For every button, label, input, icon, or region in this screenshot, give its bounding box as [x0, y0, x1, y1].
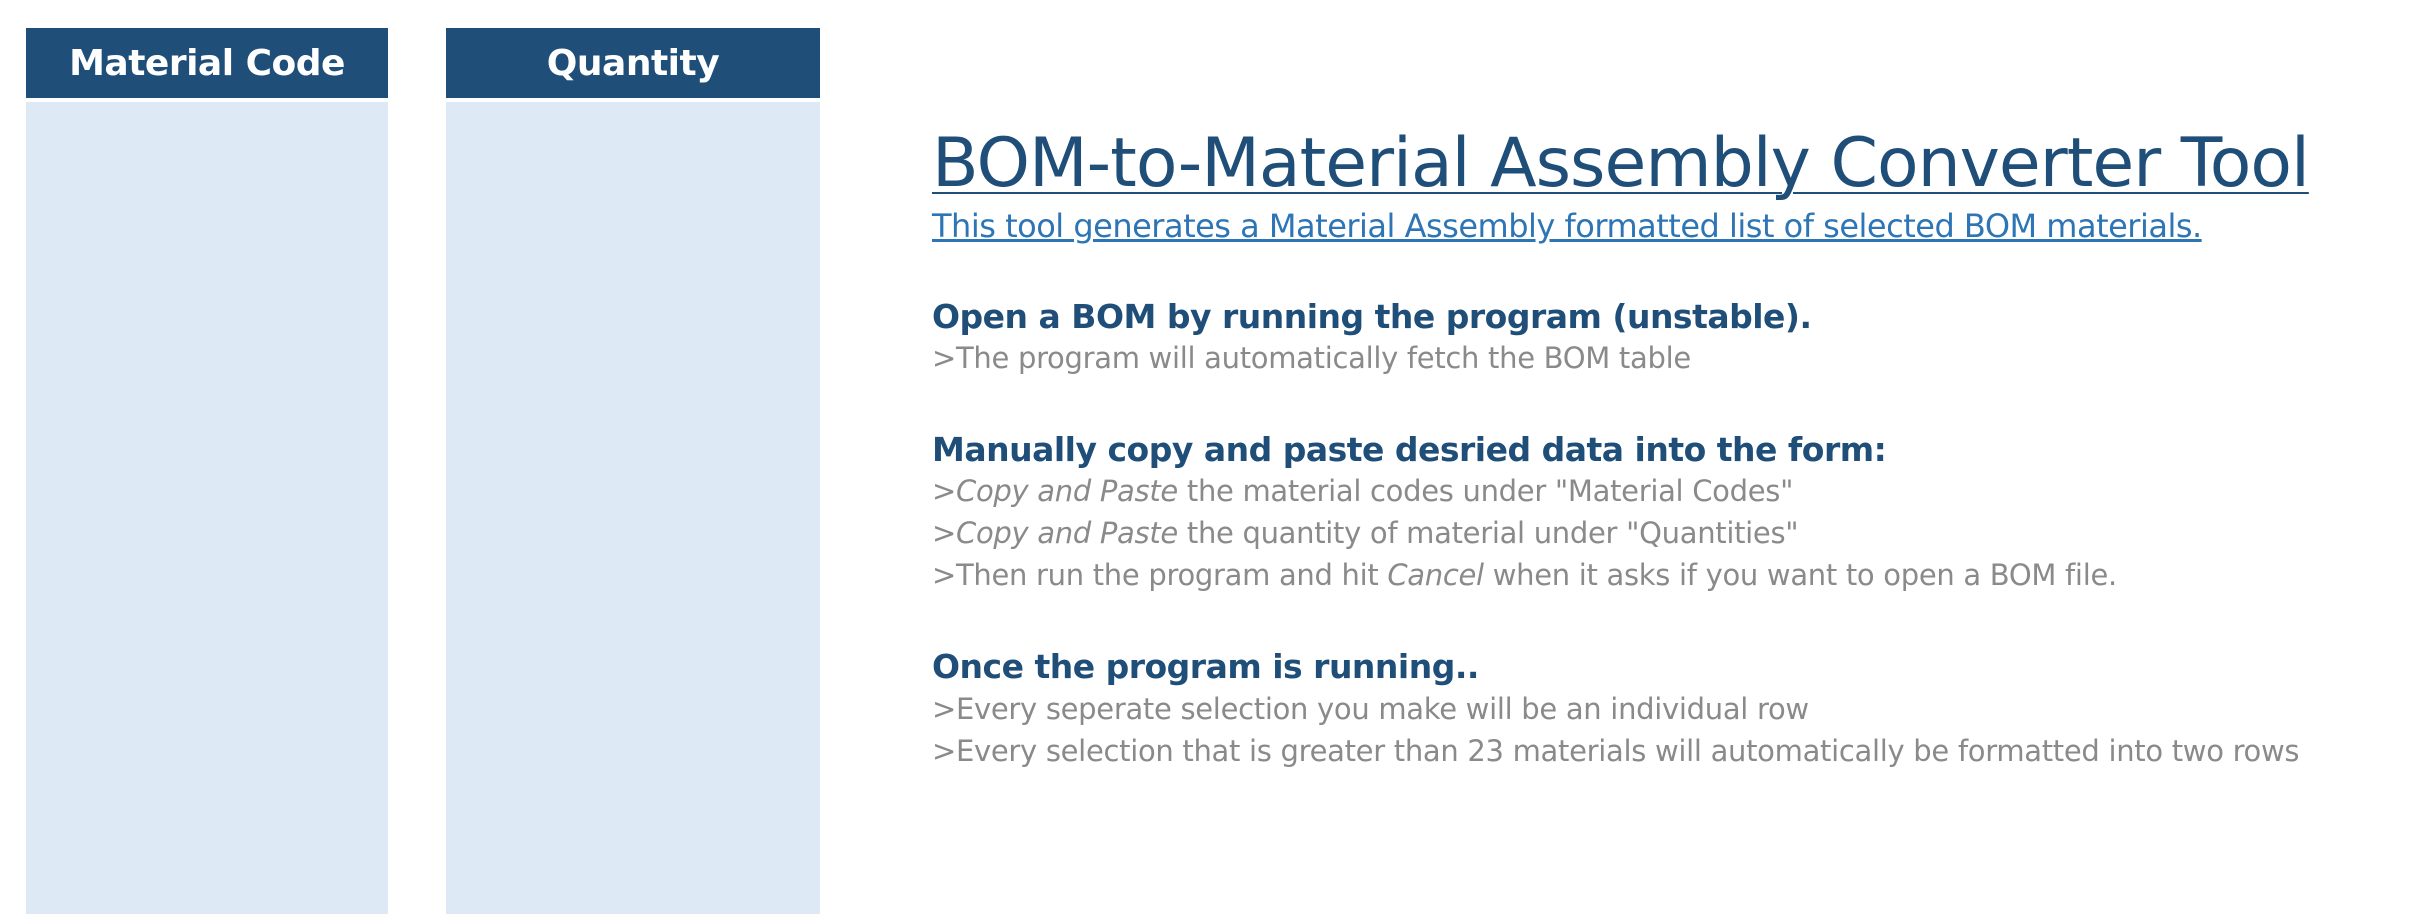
- instruction-line: >Copy and Paste the material codes under…: [932, 474, 1794, 509]
- quantity-header[interactable]: Quantity: [446, 28, 820, 102]
- instruction-line: >The program will automatically fetch th…: [932, 341, 1691, 376]
- section-program-running: Once the program is running.. >Every sep…: [932, 646, 2402, 771]
- instruction-line: >Every selection that is greater than 23…: [932, 733, 2300, 768]
- instruction-line: >Copy and Paste the quantity of material…: [932, 516, 1799, 551]
- subtitle-link[interactable]: This tool generates a Material Assembly …: [932, 207, 2202, 246]
- section-open-bom: Open a BOM by running the program (unsta…: [932, 296, 2402, 379]
- material-code-column: Material Code: [26, 28, 388, 914]
- section-heading: Once the program is running..: [932, 647, 1479, 687]
- instruction-line: >Every seperate selection you make will …: [932, 691, 1809, 726]
- section-manual-copy: Manually copy and paste desried data int…: [932, 429, 2402, 596]
- quantity-column: Quantity: [446, 28, 820, 914]
- material-code-header[interactable]: Material Code: [26, 28, 388, 102]
- material-code-input-area[interactable]: [26, 102, 388, 914]
- instructions-panel: BOM-to-Material Assembly Converter Tool …: [932, 128, 2402, 772]
- instruction-line: >Then run the program and hit Cancel whe…: [932, 558, 2117, 593]
- page-title: BOM-to-Material Assembly Converter Tool: [932, 124, 2310, 203]
- quantity-input-area[interactable]: [446, 102, 820, 914]
- section-heading: Manually copy and paste desried data int…: [932, 430, 1887, 470]
- section-heading: Open a BOM by running the program (unsta…: [932, 296, 1812, 336]
